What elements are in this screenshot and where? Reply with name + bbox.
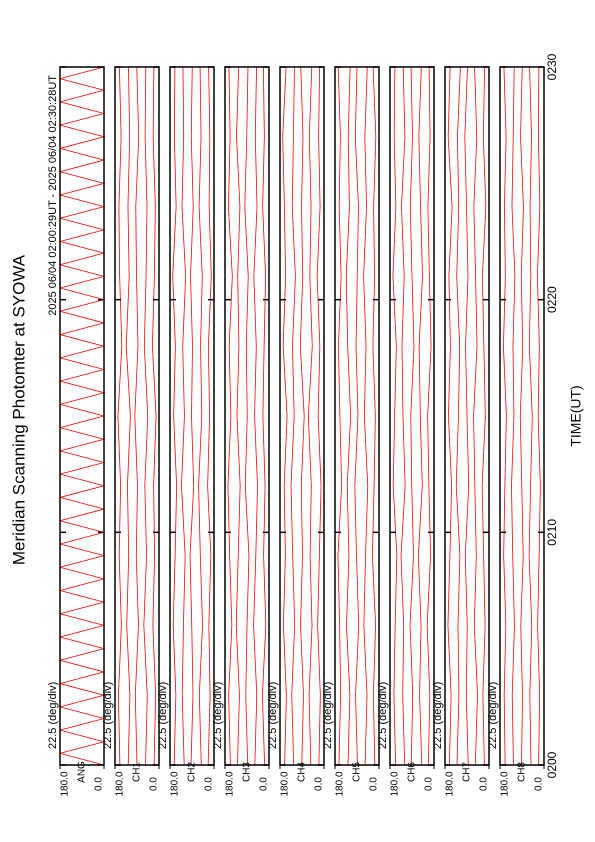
trace: [181, 66, 187, 766]
trace: [409, 66, 415, 766]
y-tick-label: 180.0: [280, 771, 291, 796]
scale-label: 22.5 (deg/div): [267, 682, 279, 749]
trace: [227, 66, 233, 766]
panel-frame: [59, 66, 105, 766]
y-tick-label: 0.0: [369, 777, 380, 791]
trace: [151, 66, 157, 766]
trace: [337, 66, 343, 766]
panel-label: CH6: [407, 762, 418, 782]
trace: [261, 66, 267, 766]
panel-frame: [224, 66, 270, 766]
panel-frame: [499, 66, 545, 766]
y-tick-label: 180.0: [225, 771, 236, 796]
x-tick-label: 0200: [545, 751, 559, 778]
trace: [290, 66, 296, 766]
panel-label: CH1: [132, 762, 143, 782]
scale-label: 22.5 (deg/div): [212, 682, 224, 749]
panel-label: CH7: [462, 762, 473, 782]
trace: [503, 66, 507, 766]
scale-label: 22.5 (deg/div): [47, 682, 59, 749]
panel-frame: [114, 66, 160, 766]
scale-label: 22.5 (deg/div): [322, 682, 334, 749]
panel-frame: [444, 66, 490, 766]
y-tick-label: 0.0: [204, 777, 215, 791]
x-tick-label: 0220: [545, 286, 559, 313]
trace: [172, 66, 178, 766]
panel-label: CH4: [297, 762, 308, 782]
chart-subtitle: 2025 06/04 02:00:29UT - 2025 06/04 02:30…: [47, 75, 59, 316]
trace: [143, 66, 149, 766]
panel-label: CH3: [242, 762, 253, 782]
panel-frame: [334, 66, 380, 766]
y-tick-label: 0.0: [424, 777, 435, 791]
x-tick-label: 0230: [545, 53, 559, 80]
trace: [363, 66, 369, 766]
panel-label: CH2: [187, 762, 198, 782]
trace: [371, 66, 377, 766]
panel-label: ANG: [77, 761, 88, 783]
trace: [511, 66, 516, 766]
y-tick-label: 180.0: [115, 771, 126, 796]
trace: [117, 66, 123, 766]
trace: [207, 66, 212, 766]
scale-label: 22.5 (deg/div): [102, 682, 114, 749]
y-tick-label: 180.0: [335, 771, 346, 796]
y-tick-label: 0.0: [94, 777, 105, 791]
trace: [316, 66, 322, 766]
y-tick-label: 0.0: [314, 777, 325, 791]
trace: [426, 66, 432, 766]
trace: [417, 66, 423, 766]
y-tick-label: 0.0: [259, 777, 270, 791]
trace: [307, 66, 313, 766]
trace: [400, 66, 406, 766]
trace: [473, 66, 478, 766]
chart-title: Meridian Scanning Photomter at SYOWA: [9, 254, 28, 565]
y-tick-label: 180.0: [445, 771, 456, 796]
trace: [528, 66, 533, 766]
panel-label: CH8: [517, 762, 528, 782]
panel-frame: [169, 66, 215, 766]
trace: [447, 66, 453, 766]
scale-label: 22.5 (deg/div): [487, 682, 499, 749]
y-tick-label: 180.0: [170, 771, 181, 796]
scale-label: 22.5 (deg/div): [377, 682, 389, 749]
panel-label: CH5: [352, 762, 363, 782]
y-tick-label: 0.0: [479, 777, 490, 791]
panel-frame: [389, 66, 435, 766]
trace: [134, 66, 140, 766]
trace: [253, 66, 258, 766]
x-axis-label: TIME(UT): [568, 385, 584, 446]
trace: [481, 66, 487, 766]
trace: [392, 66, 398, 766]
trace: [519, 66, 524, 766]
trace: [354, 66, 360, 766]
trace: [536, 66, 541, 766]
y-tick-label: 0.0: [534, 777, 545, 791]
trace: [198, 66, 203, 766]
trace: [189, 66, 195, 766]
trace: [282, 66, 288, 766]
trace: [464, 66, 470, 766]
trace: [345, 66, 352, 766]
panel-frame: [279, 66, 325, 766]
y-tick-label: 180.0: [390, 771, 401, 796]
scale-label: 22.5 (deg/div): [157, 682, 169, 749]
trace: [58, 66, 106, 766]
trace: [299, 66, 305, 766]
y-tick-label: 0.0: [149, 777, 160, 791]
trace: [244, 66, 250, 766]
x-tick-label: 0210: [545, 519, 559, 546]
scale-label: 22.5 (deg/div): [432, 682, 444, 749]
y-tick-label: 180.0: [500, 771, 511, 796]
y-tick-label: 180.0: [60, 771, 71, 796]
trace: [455, 66, 461, 766]
trace: [125, 66, 131, 766]
trace: [235, 66, 241, 766]
